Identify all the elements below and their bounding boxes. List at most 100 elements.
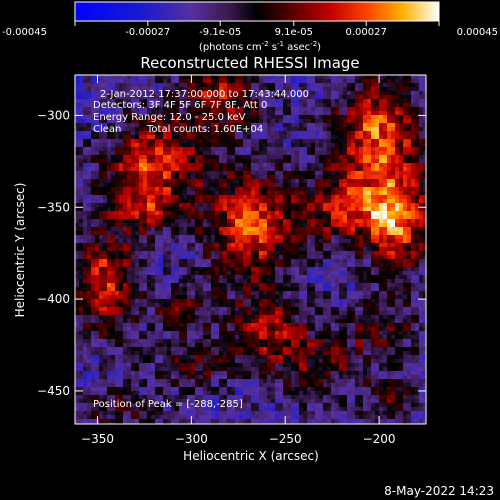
heatmap-cell: [251, 367, 256, 372]
heatmap-cell: [123, 143, 128, 148]
heatmap-cell: [287, 411, 292, 416]
heatmap-cell: [223, 171, 228, 176]
heatmap-cell: [183, 115, 188, 120]
heatmap-cell: [103, 395, 108, 400]
heatmap-cell: [219, 211, 224, 216]
heatmap-cell: [295, 399, 300, 404]
heatmap-cell: [159, 119, 164, 124]
heatmap-cell: [75, 219, 80, 224]
heatmap-cell: [111, 255, 116, 260]
heatmap-cell: [235, 207, 240, 212]
heatmap-cell: [211, 75, 216, 80]
heatmap-cell: [255, 139, 260, 144]
heatmap-cell: [99, 407, 104, 412]
heatmap-cell: [123, 275, 128, 280]
heatmap-cell: [151, 107, 156, 112]
heatmap-cell: [87, 219, 92, 224]
heatmap-cell: [279, 175, 284, 180]
heatmap-cell: [239, 179, 244, 184]
heatmap-cell: [219, 139, 224, 144]
heatmap-cell: [147, 303, 152, 308]
heatmap-cell: [103, 175, 108, 180]
heatmap-cell: [119, 395, 124, 400]
heatmap-cell: [263, 367, 268, 372]
heatmap-cell: [219, 295, 224, 300]
heatmap-cell: [239, 247, 244, 252]
heatmap-cell: [299, 259, 304, 264]
heatmap-cell: [183, 223, 188, 228]
heatmap-cell: [103, 131, 108, 136]
heatmap-cell: [203, 319, 208, 324]
heatmap-cell: [95, 275, 100, 280]
heatmap-cell: [155, 311, 160, 316]
heatmap-cell: [107, 363, 112, 368]
heatmap-cell: [91, 267, 96, 272]
heatmap-cell: [219, 407, 224, 412]
heatmap-cell: [215, 339, 220, 344]
heatmap-cell: [271, 127, 276, 132]
heatmap-cell: [159, 387, 164, 392]
heatmap-cell: [123, 135, 128, 140]
heatmap-cell: [171, 107, 176, 112]
heatmap-cell: [299, 147, 304, 152]
heatmap-cell: [251, 223, 256, 228]
heatmap-cell: [271, 143, 276, 148]
heatmap-cell: [75, 331, 80, 336]
heatmap-cell: [123, 243, 128, 248]
heatmap-cell: [123, 195, 128, 200]
heatmap-cell: [187, 131, 192, 136]
heatmap-cell: [95, 399, 100, 404]
heatmap-cell: [99, 343, 104, 348]
heatmap-cell: [159, 239, 164, 244]
heatmap-cell: [271, 115, 276, 120]
heatmap-cell: [299, 131, 304, 136]
heatmap-cell: [219, 415, 224, 420]
heatmap-cell: [183, 295, 188, 300]
heatmap-cell: [115, 203, 120, 208]
heatmap-cell: [219, 95, 224, 100]
heatmap-cell: [171, 151, 176, 156]
heatmap-cell: [231, 79, 236, 84]
heatmap-cell: [111, 83, 116, 88]
heatmap-cell: [235, 371, 240, 376]
heatmap-cell: [255, 327, 260, 332]
heatmap-cell: [235, 379, 240, 384]
heatmap-cell: [215, 103, 220, 108]
heatmap-cell: [147, 179, 152, 184]
heatmap-cell: [147, 151, 152, 156]
heatmap-cell: [299, 159, 304, 164]
heatmap-cell: [179, 259, 184, 264]
heatmap-cell: [171, 387, 176, 392]
heatmap-cell: [87, 335, 92, 340]
heatmap-cell: [175, 131, 180, 136]
heatmap-cell: [127, 291, 132, 296]
heatmap-cell: [127, 103, 132, 108]
heatmap-cell: [199, 87, 204, 92]
heatmap-cell: [283, 155, 288, 160]
heatmap-cell: [267, 155, 272, 160]
heatmap-cell: [219, 279, 224, 284]
heatmap-cell: [231, 155, 236, 160]
heatmap-cell: [255, 323, 260, 328]
heatmap-cell: [131, 307, 136, 312]
heatmap-cell: [79, 343, 84, 348]
heatmap-cell: [187, 315, 192, 320]
heatmap-cell: [83, 255, 88, 260]
heatmap-cell: [159, 79, 164, 84]
heatmap-cell: [271, 83, 276, 88]
heatmap-cell: [95, 111, 100, 116]
heatmap-cell: [75, 275, 80, 280]
heatmap-cell: [75, 127, 80, 132]
heatmap-cell: [143, 391, 148, 396]
heatmap-cell: [275, 351, 280, 356]
heatmap-cell: [183, 107, 188, 112]
heatmap-cell: [119, 331, 124, 336]
heatmap-cell: [135, 171, 140, 176]
heatmap-cell: [247, 119, 252, 124]
heatmap-cell: [259, 147, 264, 152]
heatmap-cell: [163, 395, 168, 400]
heatmap-cell: [287, 315, 292, 320]
heatmap-cell: [251, 143, 256, 148]
heatmap-cell: [83, 327, 88, 332]
heatmap-cell: [287, 247, 292, 252]
